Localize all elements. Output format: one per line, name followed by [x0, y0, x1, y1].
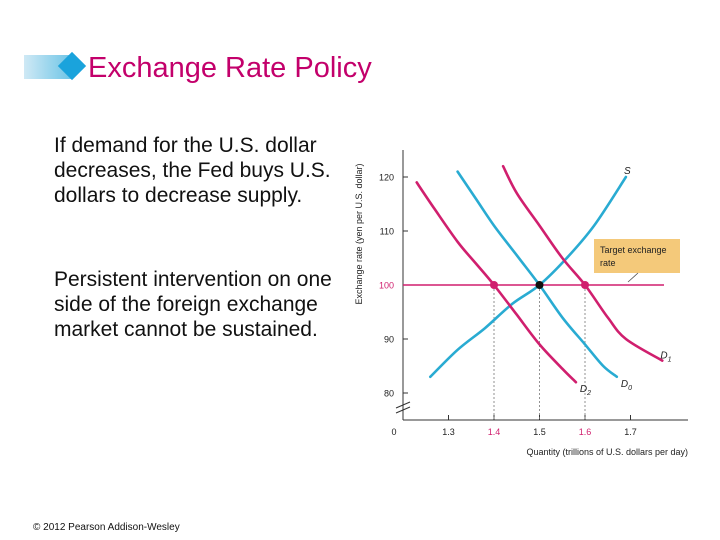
x-tick-label: 0 [391, 427, 396, 437]
y-tick-label: 100 [379, 281, 394, 291]
x-tick-label: 1.6 [579, 427, 592, 437]
axis-break-mark-2 [395, 406, 411, 414]
x-axis-title: Quantity (trillions of U.S. dollars per … [526, 447, 688, 457]
curve-s [429, 175, 628, 379]
paragraph-demand: If demand for the U.S. dollar decreases,… [54, 134, 331, 207]
target-label-line-2: rate [600, 258, 616, 268]
curve-d1 [501, 164, 664, 362]
y-axis-title: Exchange rate (yen per U.S. dollar) [354, 163, 364, 304]
y-tick-label: 110 [380, 227, 394, 237]
data-point [490, 281, 498, 289]
x-tick-label: 1.7 [624, 427, 637, 437]
target-label-line-1: Target exchange [600, 245, 667, 255]
data-point [581, 281, 589, 289]
curve-label-d0: D0 [621, 379, 632, 392]
target-label-box [594, 239, 680, 273]
curve-label-d1: D1 [660, 351, 671, 364]
curve-label-d2: D2 [580, 384, 591, 397]
x-tick-label: 1.4 [488, 427, 501, 437]
slide-title: Exchange Rate Policy [88, 52, 372, 84]
target-label-leader [627, 272, 639, 283]
x-tick-label: 1.5 [533, 427, 546, 437]
y-tick-label: 90 [384, 335, 394, 345]
y-tick-label: 120 [379, 173, 394, 183]
exchange-rate-chart: Target exchange rate Exchange rate (yen … [354, 150, 688, 457]
axis-break-mark-1 [395, 401, 411, 409]
curve-d0 [456, 170, 619, 379]
x-tick-label: 1.3 [442, 427, 455, 437]
y-tick-label: 80 [384, 389, 394, 399]
title-bar-decoration [24, 51, 87, 82]
copyright: © 2012 Pearson Addison-Wesley [33, 522, 180, 533]
curve-label-s: S [624, 166, 631, 177]
paragraph-intervention: Persistent intervention on one side of t… [54, 268, 332, 341]
data-point [535, 281, 544, 289]
